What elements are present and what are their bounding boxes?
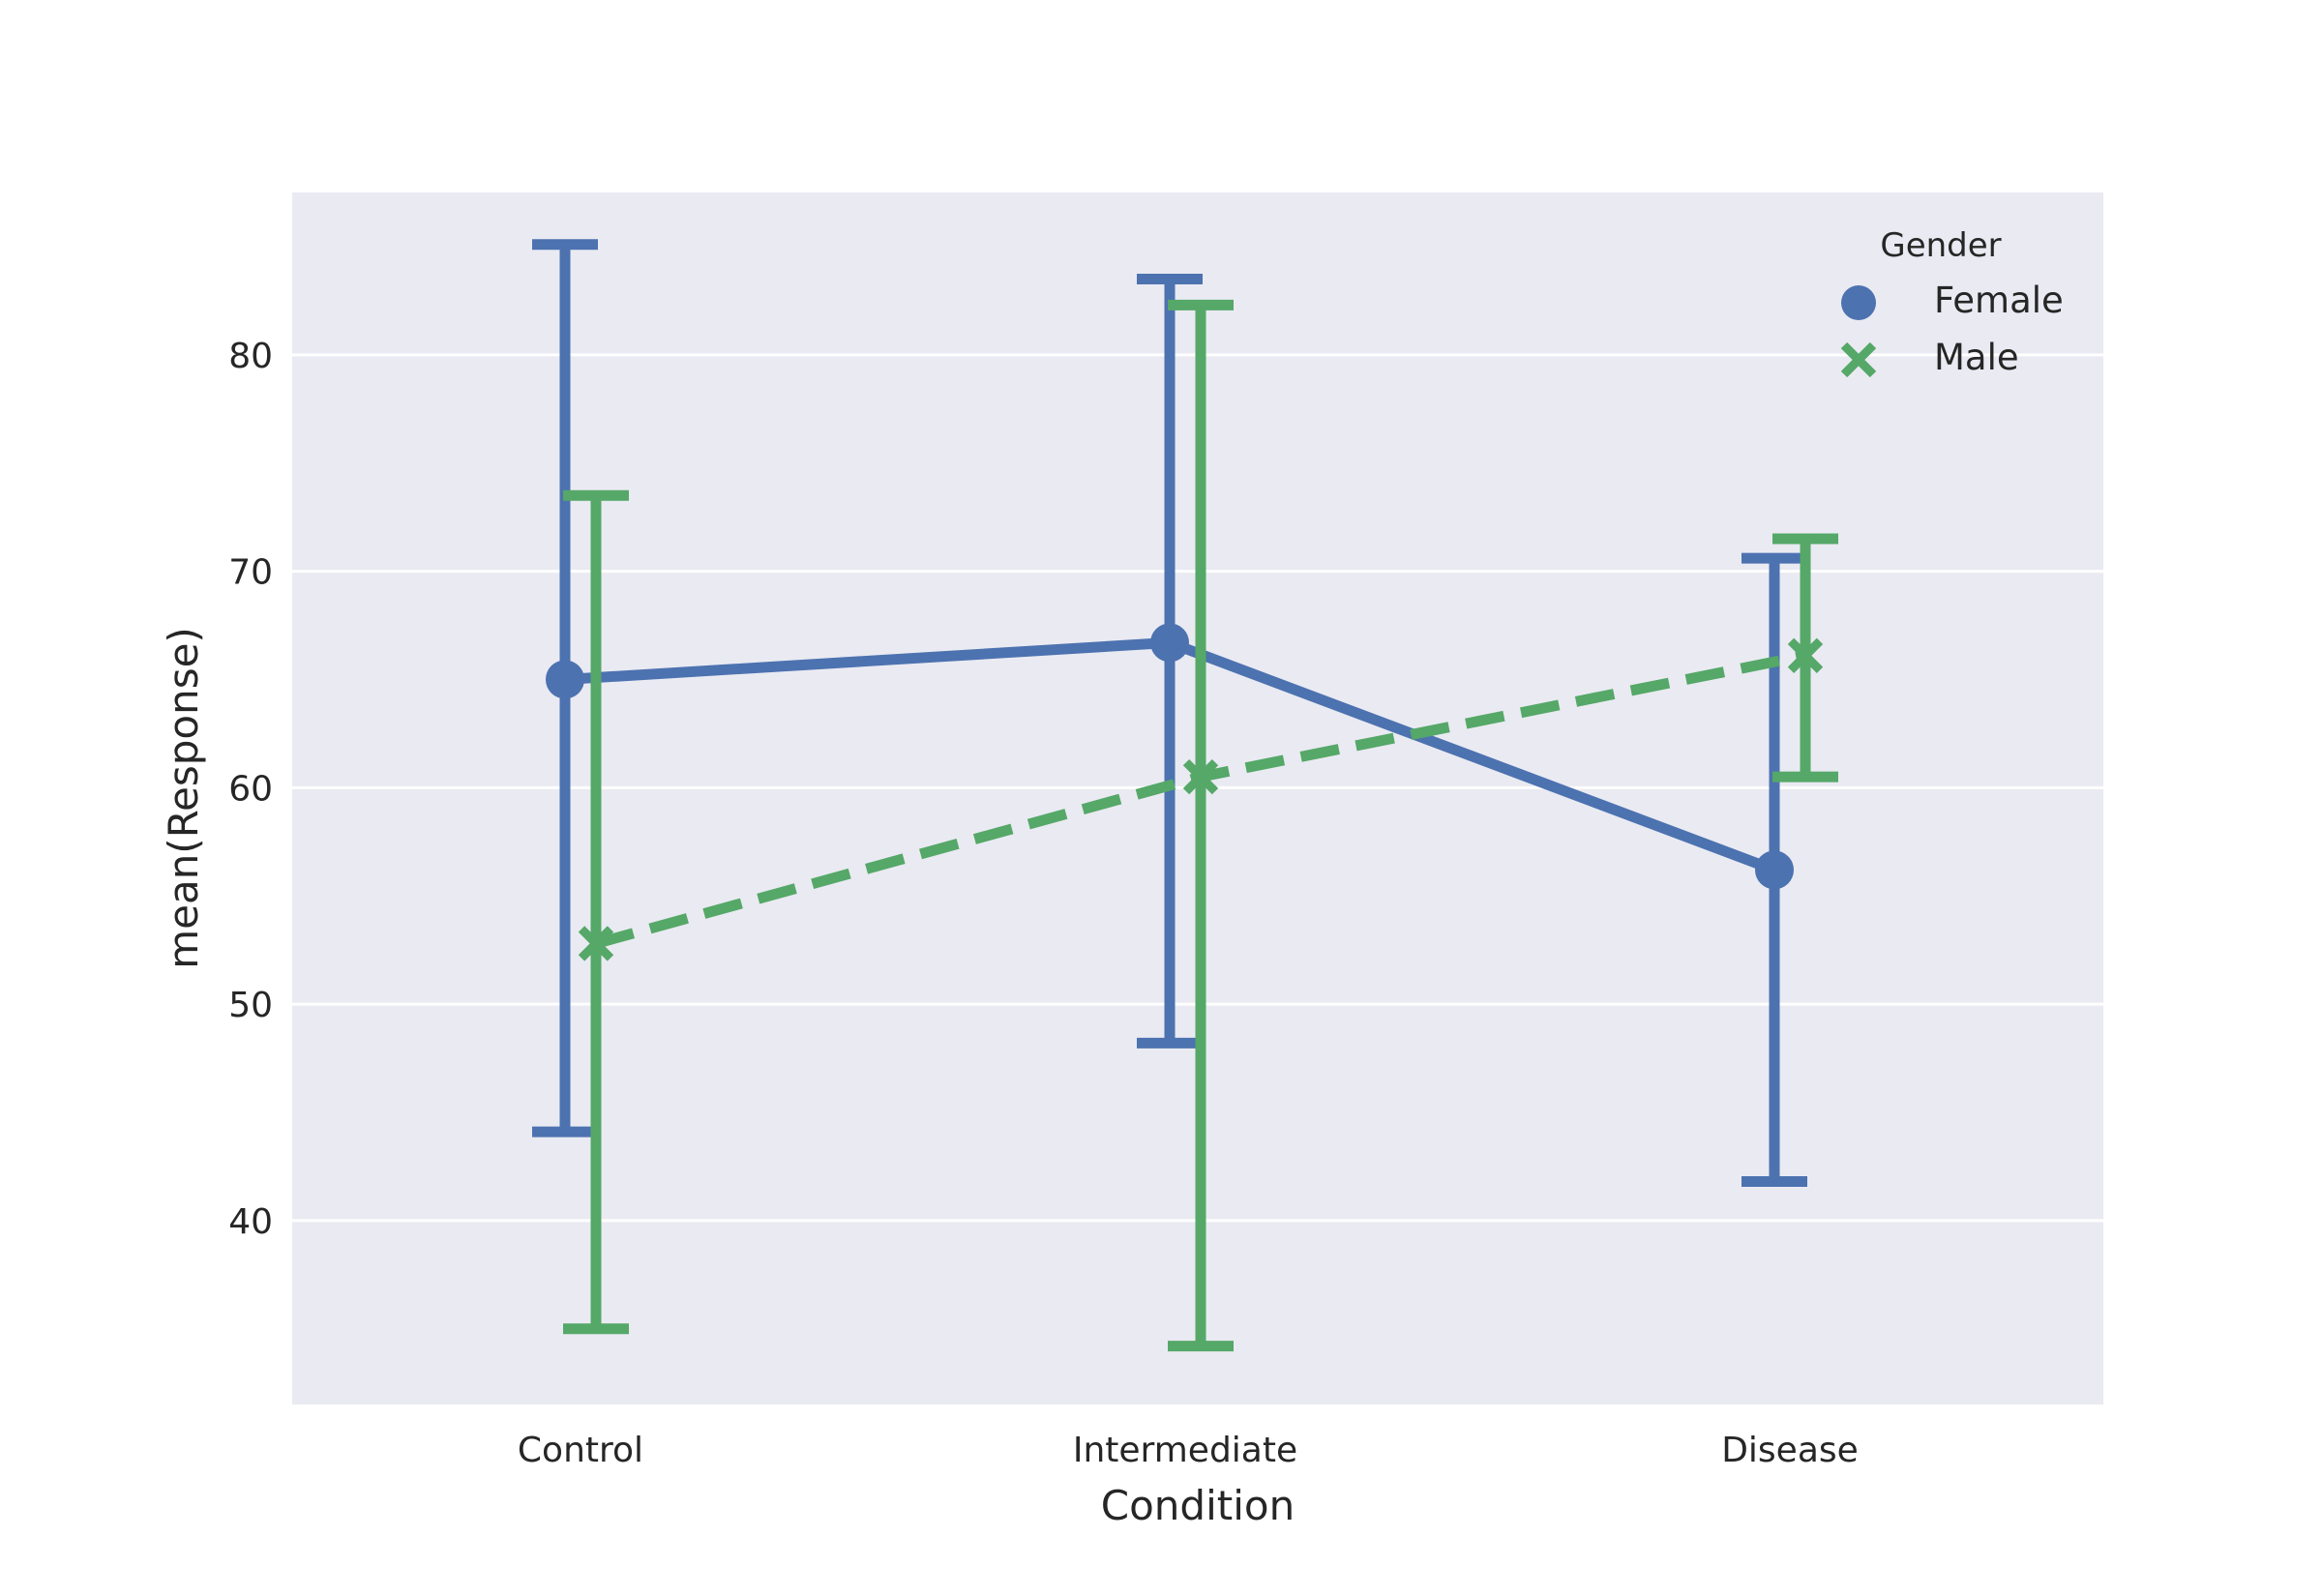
series-male [563,299,1838,1352]
y-tick-label-60: 60 [228,769,273,809]
y-tick-label-80: 80 [228,337,273,376]
point-female-control [546,660,584,699]
legend-male-x-glyph [1840,341,1877,378]
x-tick-label-intermediate: Intermediate [1073,1431,1297,1470]
legend-male-label: Male [1934,337,2019,378]
legend-title: Gender [1880,226,2001,265]
y-tick-label-70: 70 [228,553,273,593]
y-tick-label-40: 40 [228,1202,273,1242]
y-axis-title: mean(Response) [160,627,207,969]
y-tick-labels: 40 50 60 70 80 [228,337,273,1242]
point-male-control [578,926,614,961]
point-female-disease [1755,850,1794,890]
legend-female-label: Female [1934,280,2064,321]
y-tick-label-50: 50 [228,986,273,1025]
legend-male-marker [1840,341,1877,378]
legend-female-marker [1841,285,1876,320]
x-tick-label-disease: Disease [1721,1431,1859,1470]
point-male-intermediate [1182,758,1219,795]
series-layer [532,239,1838,1352]
x-tick-labels: Control Intermediate Disease [518,1431,1859,1470]
series-female [532,239,1807,1188]
point-male-disease [1787,637,1824,674]
point-female-intermediate [1150,623,1189,663]
x-axis-title: Condition [1101,1482,1295,1529]
legend: Gender Female Male [1840,226,2064,378]
x-tick-label-control: Control [518,1431,643,1470]
